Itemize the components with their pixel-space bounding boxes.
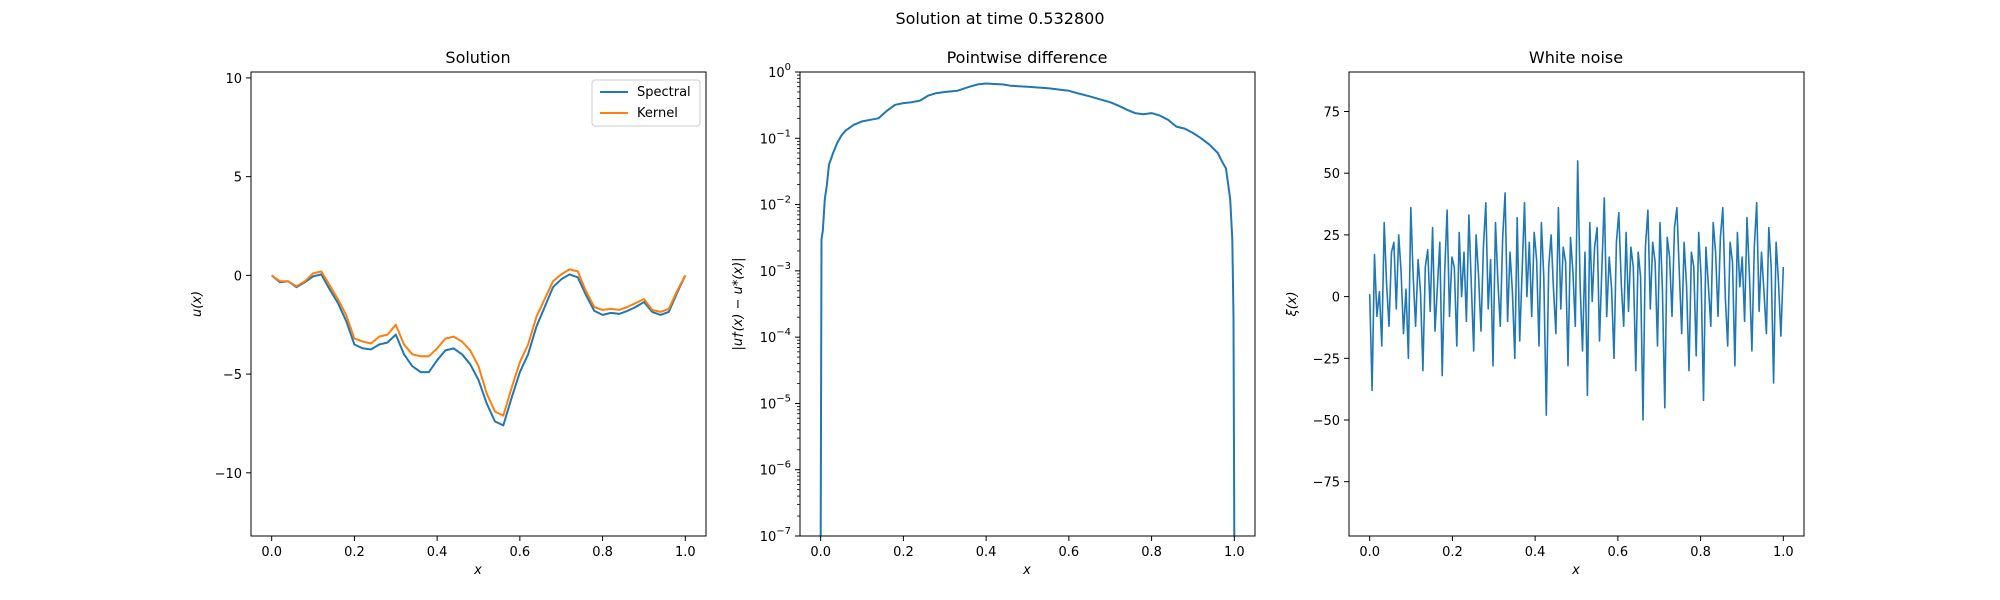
y-tick-label: 50: [1323, 167, 1340, 182]
x-tick-label: 0.8: [1690, 545, 1711, 560]
difference-ylabel: |u†(x) − u*(x)|: [731, 257, 746, 350]
y-tick-label: −25: [1313, 352, 1340, 367]
kernel-series-line: [271, 268, 687, 417]
x-tick-label: 0.4: [427, 545, 448, 560]
x-tick-label: 0.0: [1359, 545, 1380, 560]
solution-title: Solution: [445, 48, 510, 67]
x-tick-label: 0.6: [510, 545, 531, 560]
y-tick-label: 10−5: [760, 393, 791, 412]
y-tick-label: 75: [1323, 105, 1340, 120]
difference-panel: Pointwise difference 0.0 0.2 0.4 0.6 0.8 1.0 …: [731, 48, 1256, 578]
solution-axes-frame: [250, 71, 707, 537]
y-tick-label: 10−4: [760, 327, 791, 346]
x-tick-label: 0.2: [344, 545, 365, 560]
x-tick-label: 0.0: [261, 545, 282, 560]
y-tick-label: 0: [234, 269, 242, 284]
solution-legend: Spectral Kernel: [591, 79, 701, 127]
x-tick-label: 0.0: [810, 545, 831, 560]
noise-axes-frame: [1348, 71, 1805, 537]
difference-series-line: [819, 82, 1236, 536]
y-tick-label: 100: [768, 62, 791, 81]
y-tick-label: 5: [234, 171, 242, 186]
x-tick-label: 0.6: [1059, 545, 1080, 560]
y-tick-label: 10−7: [760, 526, 791, 545]
x-tick-label: 0.6: [1608, 545, 1629, 560]
x-tick-label: 0.8: [592, 545, 613, 560]
y-tick-label: −75: [1313, 476, 1340, 491]
y-tick-label: 0: [1332, 291, 1340, 306]
x-tick-label: 0.4: [1525, 545, 1546, 560]
y-tick-label: 10−2: [760, 195, 791, 214]
y-tick-label: 10−1: [760, 128, 791, 147]
x-tick-label: 0.2: [893, 545, 914, 560]
noise-panel: White noise 0.0 0.2 0.4 0.6 0.8 1.0 −75 −50 −25…: [1285, 48, 1805, 578]
x-tick-label: 0.4: [976, 545, 997, 560]
difference-axes-frame: [799, 71, 1256, 537]
legend-spectral-label: Spectral: [637, 85, 691, 100]
difference-xlabel: x: [1022, 563, 1031, 578]
spectral-series-line: [271, 273, 687, 427]
noise-title: White noise: [1529, 48, 1623, 67]
figure-suptitle: Solution at time 0.532800: [895, 9, 1104, 28]
x-tick-label: 0.8: [1141, 545, 1162, 560]
solution-xlabel: x: [473, 563, 482, 578]
y-tick-label: −50: [1313, 414, 1340, 429]
noise-xlabel: x: [1571, 563, 1580, 578]
y-tick-label: 10−6: [760, 460, 791, 479]
legend-kernel-label: Kernel: [637, 106, 678, 121]
y-tick-label: 25: [1323, 229, 1340, 244]
y-tick-label: 10: [225, 72, 242, 87]
y-tick-label: 10−3: [760, 261, 791, 280]
noise-series-line: [1368, 160, 1785, 421]
x-tick-label: 1.0: [675, 545, 696, 560]
difference-title: Pointwise difference: [947, 48, 1108, 67]
noise-ylabel: ξ(x): [1285, 291, 1300, 317]
x-tick-label: 1.0: [1224, 545, 1245, 560]
solution-ylabel: u(x): [190, 291, 205, 317]
x-tick-label: 1.0: [1773, 545, 1794, 560]
x-tick-label: 0.2: [1442, 545, 1463, 560]
y-tick-label: −5: [223, 368, 242, 383]
y-tick-label: −10: [215, 467, 242, 482]
